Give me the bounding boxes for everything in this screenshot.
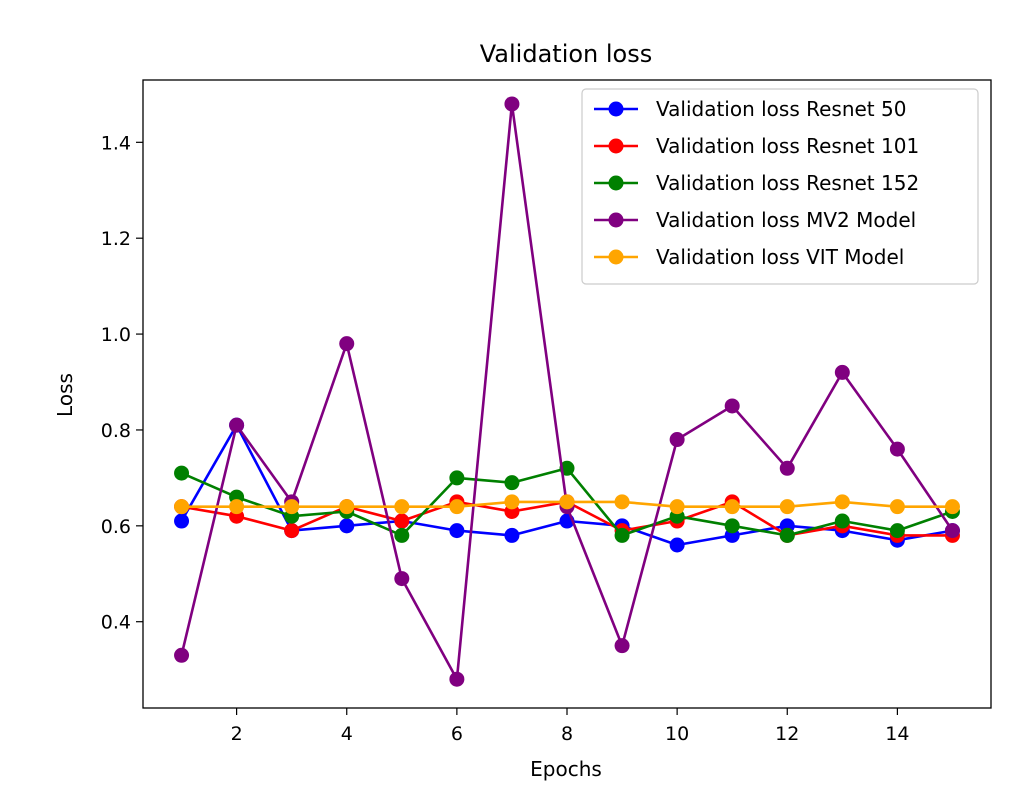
legend-swatch-marker [608, 212, 624, 228]
legend-swatch-marker [608, 175, 624, 191]
data-point [394, 527, 410, 543]
data-point [669, 499, 685, 515]
legend-label: Validation loss Resnet 152 [656, 171, 919, 195]
data-point [174, 647, 190, 663]
plot-frame [142, 79, 992, 709]
y-tick-label: 1.0 [101, 324, 131, 346]
legend-label: Validation loss Resnet 101 [656, 134, 919, 158]
data-point [889, 499, 905, 515]
data-point [889, 523, 905, 539]
data-point [229, 417, 245, 433]
chart-title: Validation loss [480, 40, 653, 68]
legend-swatch-marker [608, 249, 624, 265]
legend: Validation loss Resnet 50 Validation loss… [581, 88, 979, 285]
legend-label: Validation loss MV2 Model [656, 208, 916, 232]
legend-item: Validation loss Resnet 101 [594, 134, 919, 158]
y-tick-label: 0.8 [101, 420, 131, 442]
x-tick-label: 12 [775, 723, 799, 745]
x-tick-label: 2 [231, 723, 243, 745]
data-point [504, 494, 520, 510]
data-point [449, 523, 465, 539]
x-tick-label: 14 [885, 723, 909, 745]
y-axis-label: Loss [53, 373, 77, 417]
ticks: 2 4 6 8 10 12 14 0.4 0.6 0.8 1.0 1.2 1.4 [101, 132, 910, 745]
legend-label: Validation loss Resnet 50 [656, 97, 906, 121]
data-point [339, 336, 355, 352]
data-point [559, 494, 575, 510]
data-point [504, 96, 520, 112]
series-5 [174, 494, 960, 515]
legend-label: Validation loss VIT Model [656, 245, 904, 269]
data-point [174, 513, 190, 529]
data-point [504, 475, 520, 491]
x-axis-label: Epochs [530, 757, 602, 781]
data-point [944, 523, 960, 539]
data-point [779, 527, 795, 543]
data-point [779, 499, 795, 515]
data-point [724, 518, 740, 534]
data-point [284, 523, 300, 539]
data-point [339, 499, 355, 515]
legend-item: Validation loss Resnet 152 [594, 171, 919, 195]
x-tick-label: 4 [341, 723, 353, 745]
y-tick-label: 0.6 [101, 516, 131, 538]
legend-item: Validation loss Resnet 50 [594, 97, 906, 121]
data-point [724, 398, 740, 414]
data-point [394, 499, 410, 515]
data-point [724, 499, 740, 515]
y-tick-label: 1.2 [101, 228, 131, 250]
plot-lines [174, 96, 960, 687]
data-point [614, 494, 630, 510]
data-point [449, 671, 465, 687]
data-point [669, 537, 685, 553]
data-point [174, 499, 190, 515]
data-point [834, 494, 850, 510]
legend-swatch-marker [608, 101, 624, 117]
data-point [889, 441, 905, 457]
legend-box [581, 88, 979, 285]
data-point [229, 499, 245, 515]
legend-swatch-marker [608, 138, 624, 154]
data-point [284, 499, 300, 515]
data-point [834, 513, 850, 529]
x-tick-label: 10 [665, 723, 689, 745]
data-point [449, 470, 465, 486]
data-point [174, 465, 190, 481]
data-point [339, 518, 355, 534]
data-point [834, 364, 850, 380]
data-point [669, 432, 685, 448]
data-point [614, 638, 630, 654]
legend-item: Validation loss MV2 Model [594, 208, 916, 232]
x-tick-label: 8 [561, 723, 573, 745]
data-point [394, 571, 410, 587]
data-point [504, 527, 520, 543]
y-tick-label: 1.4 [101, 132, 131, 154]
legend-item: Validation loss VIT Model [594, 245, 904, 269]
data-point [449, 499, 465, 515]
x-tick-label: 6 [451, 723, 463, 745]
y-tick-label: 0.4 [101, 612, 131, 634]
data-point [394, 513, 410, 529]
data-point [944, 499, 960, 515]
data-point [614, 527, 630, 543]
data-point [779, 460, 795, 476]
